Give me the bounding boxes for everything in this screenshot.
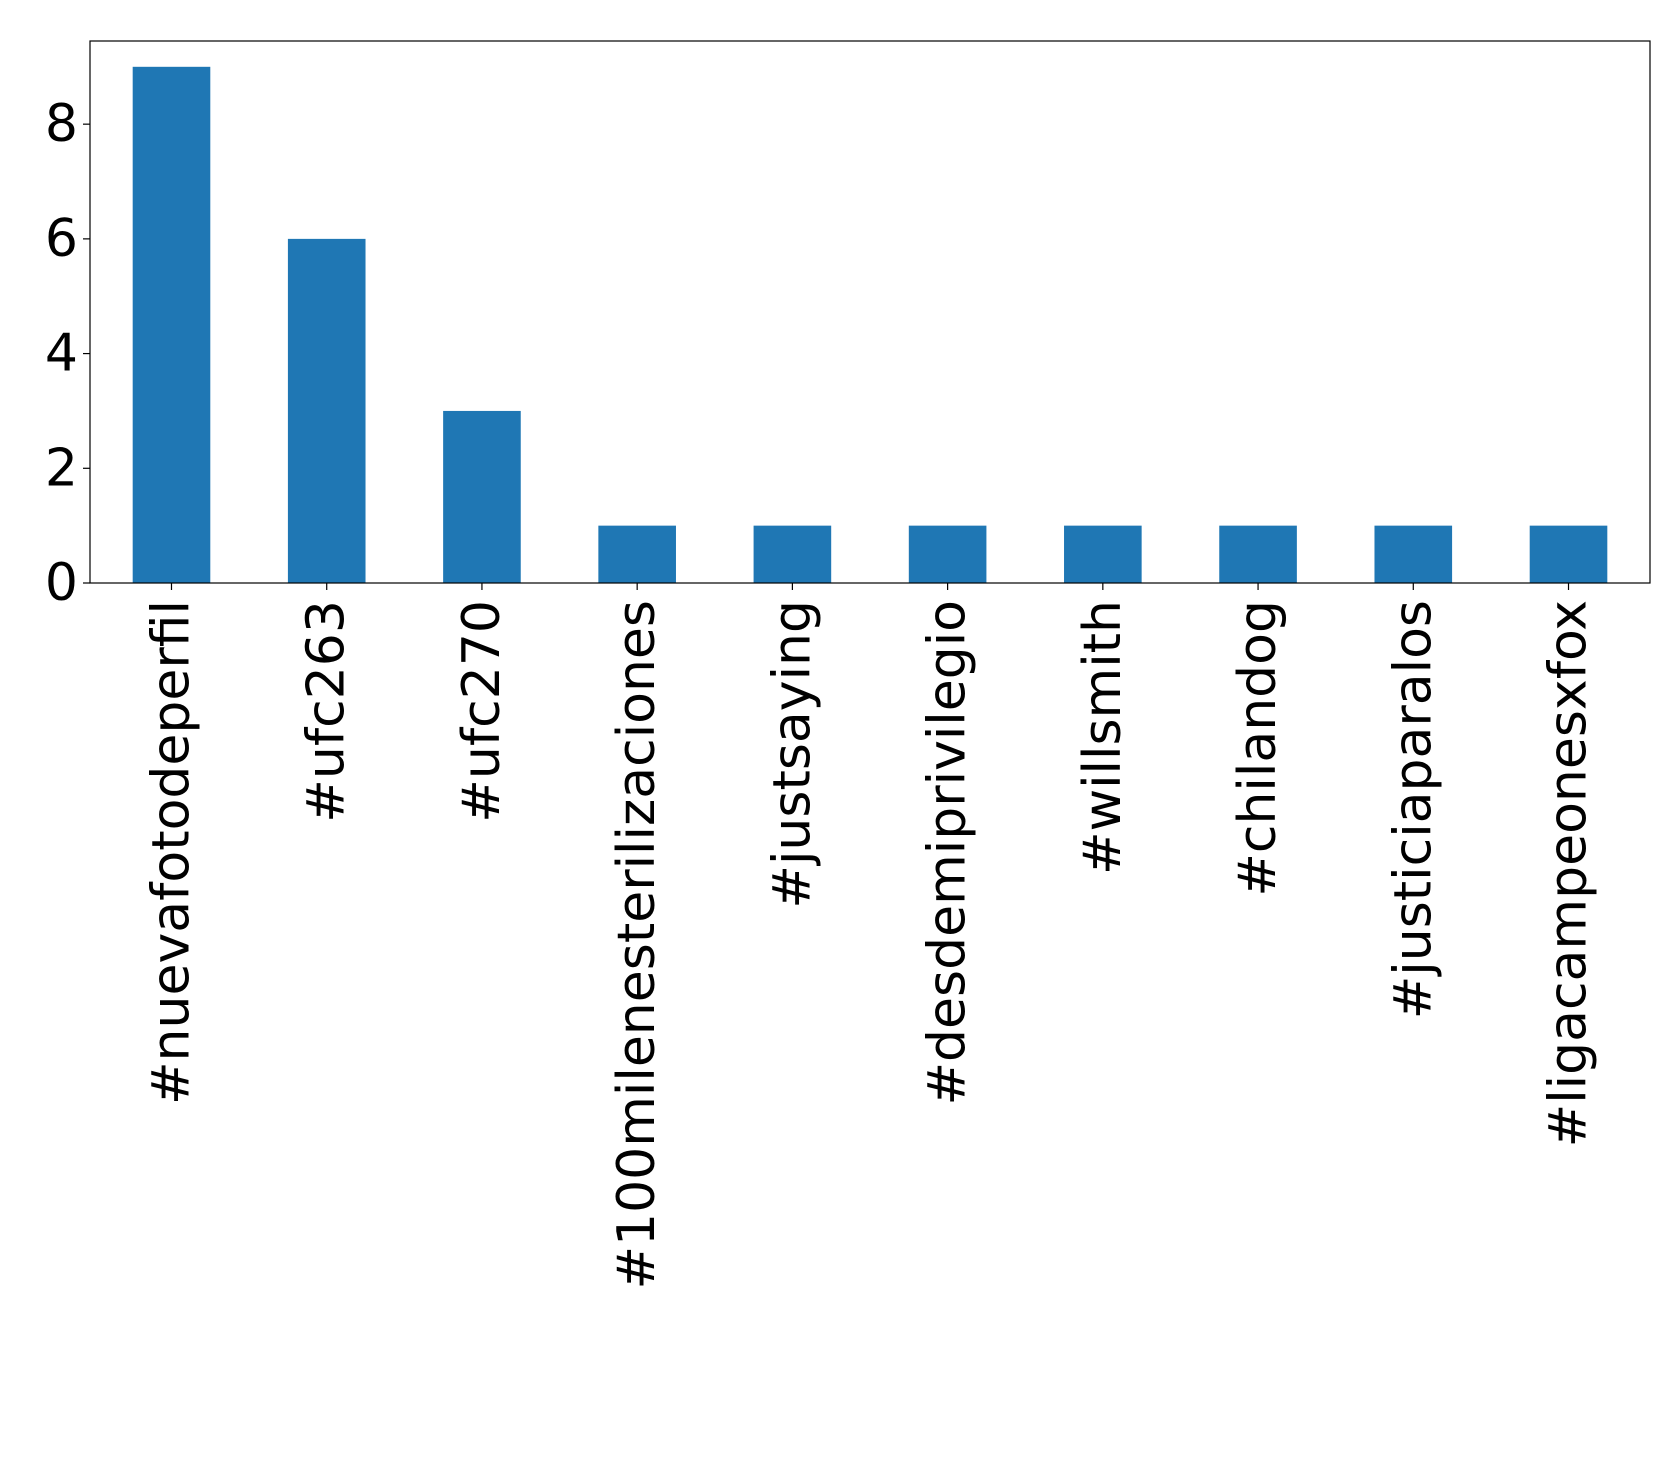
y-axis: 0 2 4 6 8 [45, 94, 90, 613]
bar-ligacampeonesxfox [1529, 525, 1608, 583]
x-tick-label: #justsaying [762, 600, 822, 909]
x-tick-label: #ufc263 [297, 600, 357, 823]
bar-ufc270 [443, 410, 521, 583]
x-tick-label: #nuevafotodeperfil [141, 600, 201, 1105]
x-tick-label: #ufc270 [452, 600, 512, 823]
plot-frame [89, 40, 1651, 584]
bars-group [132, 66, 1608, 584]
bar-nuevafotodeperfil [132, 66, 211, 584]
x-tick-label: #chilandog [1228, 600, 1288, 897]
bar-chilandog [1219, 525, 1297, 583]
y-tick-label: 8 [45, 94, 78, 154]
bar-desdemiprivilegio [908, 525, 987, 583]
bar-ufc263 [287, 238, 366, 583]
x-tick-label: #justiciaparalos [1383, 600, 1443, 1019]
bar-100milenesterilizaciones [598, 525, 676, 583]
x-tick-label: #ligacampeonesxfox [1539, 600, 1599, 1147]
bar-willsmith [1064, 525, 1142, 583]
x-axis: #nuevafotodeperfil #ufc263 #ufc270 #100mile… [141, 583, 1599, 1290]
x-tick-label: #100milenesterilizaciones [607, 600, 667, 1290]
y-tick-label: 0 [45, 553, 78, 613]
y-tick-label: 6 [45, 209, 78, 269]
bar-justiciaparalos [1374, 525, 1453, 583]
x-tick-label: #willsmith [1073, 600, 1133, 875]
y-tick-label: 4 [45, 324, 78, 384]
y-tick-label: 2 [45, 438, 78, 498]
x-tick-label: #desdemiprivilegio [918, 600, 978, 1106]
bar-justsaying [753, 525, 832, 583]
